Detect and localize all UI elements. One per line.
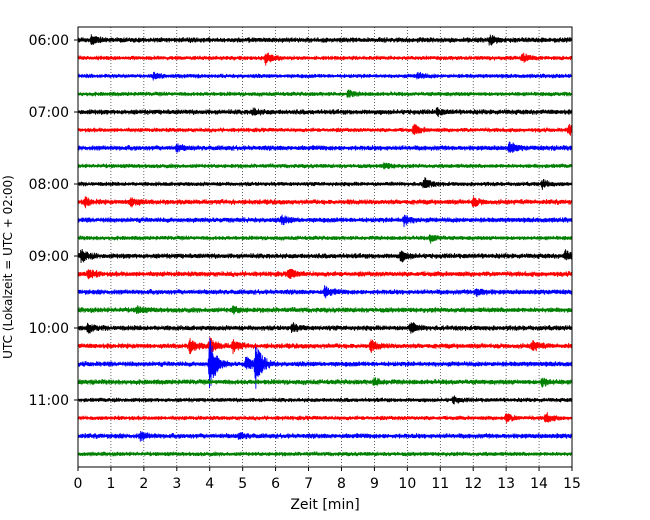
- trace-line: [77, 305, 573, 315]
- trace-line: [77, 336, 573, 356]
- trace-line: [77, 141, 573, 153]
- trace-line: [77, 268, 573, 280]
- x-tick-label: 1: [106, 476, 115, 492]
- x-tick-label: 4: [205, 476, 214, 492]
- trace-line: [77, 337, 573, 389]
- x-tick-label: 3: [172, 476, 181, 492]
- x-tick-label: 11: [431, 476, 449, 492]
- trace-line: [77, 162, 573, 170]
- y-tick-label: 06:00: [29, 33, 69, 49]
- x-tick-label: 14: [530, 476, 548, 492]
- trace-line: [77, 107, 573, 118]
- trace-line: [77, 71, 573, 81]
- y-tick-label: 09:00: [29, 249, 69, 265]
- trace-line: [77, 34, 573, 46]
- x-tick-label: 0: [74, 476, 83, 492]
- x-axis: 0 1 2 3 4 5 6 7 8 9 10 11 12 13 14 15: [74, 467, 581, 492]
- y-tick-label: 11:00: [29, 393, 69, 409]
- trace-line: [77, 377, 573, 388]
- trace-line: [77, 89, 573, 98]
- trace-group: [77, 34, 573, 457]
- x-tick-label: 15: [563, 476, 581, 492]
- trace-line: [77, 214, 573, 228]
- trace-line: [77, 412, 573, 424]
- x-tick-label: 6: [271, 476, 280, 492]
- trace-line: [77, 196, 573, 209]
- trace-line: [77, 431, 573, 442]
- x-tick-label: 13: [497, 476, 515, 492]
- trace-line: [77, 248, 573, 263]
- trace-line: [77, 123, 573, 136]
- trace-line: [77, 395, 573, 405]
- y-tick-label: 08:00: [29, 177, 69, 193]
- x-tick-label: 10: [398, 476, 416, 492]
- x-tick-label: 2: [139, 476, 148, 492]
- y-axis: 06:00 07:00 08:00 09:00 10:00 11:00: [29, 33, 78, 409]
- trace-line: [77, 285, 573, 299]
- x-tick-label: 8: [337, 476, 346, 492]
- x-axis-label: Zeit [min]: [290, 497, 359, 513]
- x-tick-label: 7: [304, 476, 313, 492]
- x-tick-label: 12: [464, 476, 482, 492]
- trace-line: [77, 234, 573, 244]
- x-tick-label: 5: [238, 476, 247, 492]
- y-axis-label: UTC (Lokalzeit = UTC + 02:00): [1, 175, 15, 359]
- x-tick-label: 9: [370, 476, 379, 492]
- trace-line: [77, 52, 573, 66]
- trace-line: [77, 177, 573, 190]
- y-tick-label: 07:00: [29, 105, 69, 121]
- grid-lines: [110, 27, 540, 467]
- trace-line: [77, 322, 573, 334]
- y-tick-label: 10:00: [29, 321, 69, 337]
- trace-line: [77, 451, 573, 457]
- plot-frame: [77, 26, 573, 468]
